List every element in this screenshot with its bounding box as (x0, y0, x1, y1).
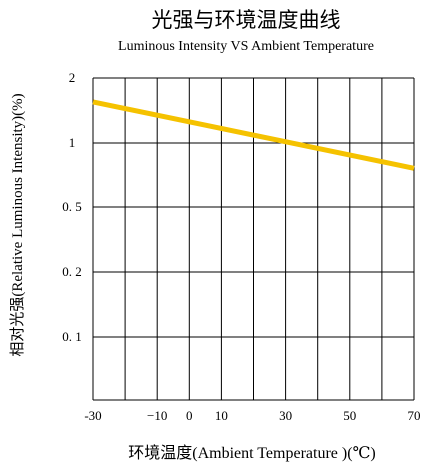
x-tick-label: 10 (215, 408, 228, 423)
x-tick-label: -30 (84, 408, 101, 423)
chart-title: 光强与环境温度曲线 (152, 8, 341, 32)
y-tick-label: 0. 1 (62, 329, 82, 344)
x-tick-label: −10 (147, 408, 167, 423)
y-tick-label: 2 (69, 70, 76, 85)
y-tick-label: 1 (69, 135, 76, 150)
x-axis-label: 环境温度(Ambient Temperature )(℃) (128, 443, 376, 462)
y-tick-label: 0. 5 (62, 199, 82, 214)
x-tick-label: 30 (279, 408, 292, 423)
chart-subtitle: Luminous Intensity VS Ambient Temperatur… (118, 39, 374, 54)
grid (92, 77, 415, 401)
x-tick-label: 0 (186, 408, 193, 423)
tick-labels: 2 1 0. 5 0. 2 0. 1 -30 −10 0 10 30 50 70 (62, 70, 420, 423)
y-axis-label: 相对光强(Relative Luminous Intensity)(%) (9, 93, 26, 356)
x-tick-label: 50 (343, 408, 356, 423)
x-tick-label: 70 (408, 408, 421, 423)
series-line (92, 99, 415, 171)
y-tick-label: 0. 2 (62, 264, 82, 279)
series (92, 99, 415, 171)
